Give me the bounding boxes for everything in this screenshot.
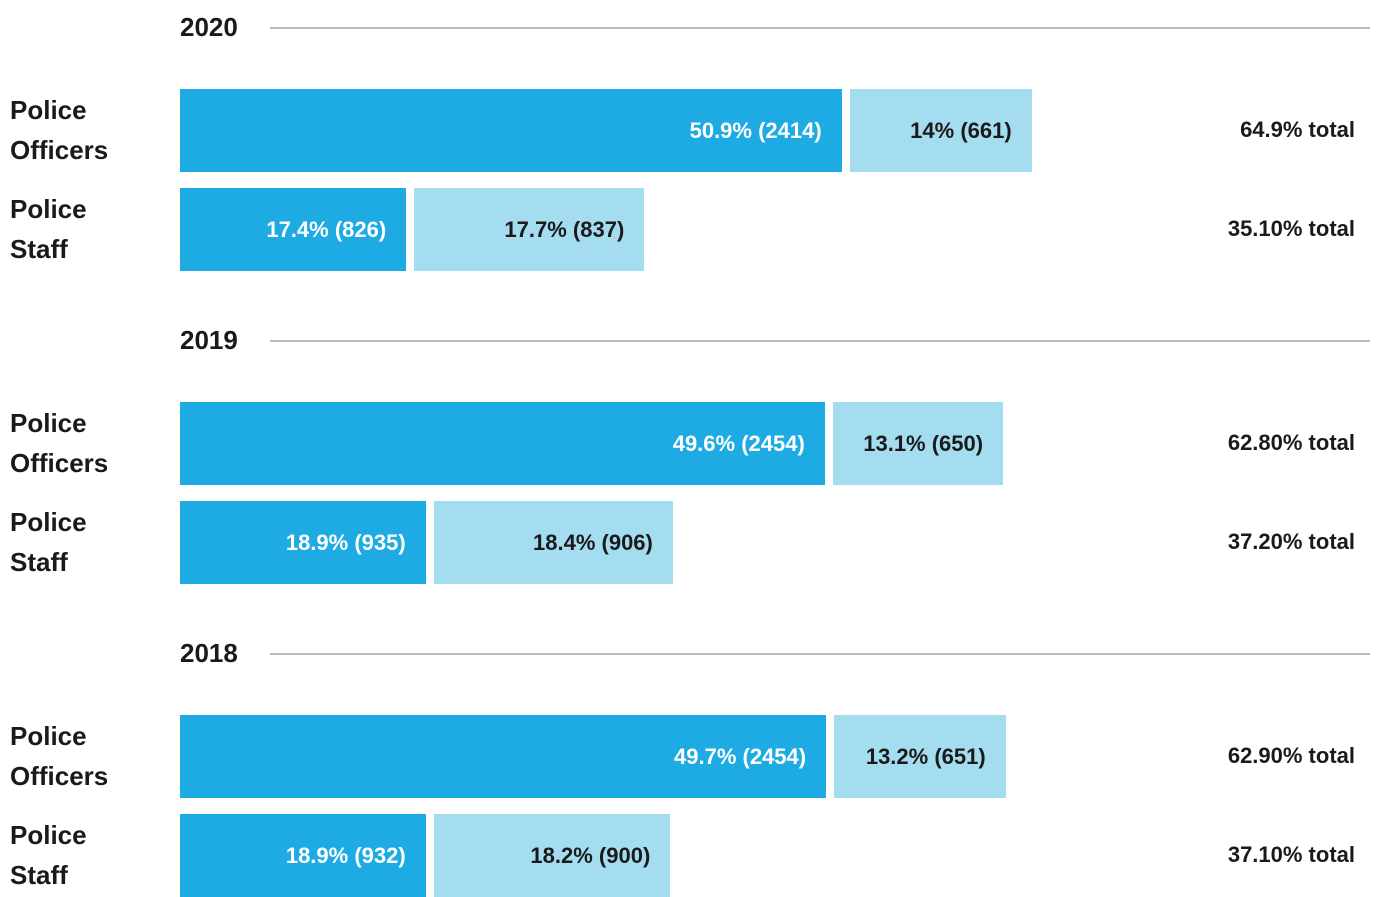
- value-label: 18.9% (935): [285, 529, 406, 555]
- bar-segment: 18.9% (932): [180, 814, 426, 897]
- value-label: 49.7% (2454): [674, 743, 807, 769]
- total-label: 64.9% total: [1240, 117, 1355, 142]
- bar-segment: 14% (661): [849, 89, 1032, 172]
- category-label: Police Officers: [10, 408, 109, 478]
- bar-segment: 18.9% (935): [180, 501, 426, 584]
- value-label: 18.2% (900): [530, 842, 651, 868]
- divider: [270, 653, 1370, 655]
- divider: [270, 27, 1370, 29]
- total-label: 62.90% total: [1227, 743, 1355, 768]
- value-label: 18.9% (932): [285, 842, 406, 868]
- value-label: 14% (661): [910, 117, 1012, 143]
- total-label: 37.20% total: [1227, 529, 1355, 554]
- bar-segment: 50.9% (2414): [180, 89, 842, 172]
- bar-segment: 18.4% (906): [433, 501, 673, 584]
- bar-segment: 49.6% (2454): [180, 402, 825, 485]
- value-label: 13.2% (651): [865, 743, 986, 769]
- category-label: Police Staff: [10, 820, 87, 890]
- value-label: 49.6% (2454): [672, 430, 805, 456]
- divider: [270, 340, 1370, 342]
- value-label: 17.7% (837): [504, 216, 625, 242]
- category-label: Police Officers: [10, 95, 109, 165]
- total-label: 37.10% total: [1227, 842, 1355, 867]
- value-label: 18.4% (906): [533, 529, 653, 555]
- bar-segment: 17.7% (837): [414, 188, 645, 271]
- value-label: 13.1% (650): [863, 430, 984, 456]
- bar-segment: 18.2% (900): [433, 814, 671, 897]
- year-title: 2020: [180, 12, 238, 42]
- value-label: 17.4% (826): [266, 216, 387, 242]
- category-label: Police Staff: [10, 194, 87, 264]
- total-label: 62.80% total: [1227, 430, 1355, 455]
- bar-segment: 13.2% (651): [834, 715, 1006, 798]
- category-label: Police Staff: [10, 507, 87, 577]
- bar-segment: 17.4% (826): [180, 188, 407, 271]
- category-label: Police Officers: [10, 721, 109, 791]
- year-title: 2019: [180, 325, 238, 355]
- total-label: 35.10% total: [1227, 216, 1355, 241]
- bar-segment: 49.7% (2454): [180, 715, 827, 798]
- value-label: 50.9% (2414): [689, 117, 822, 143]
- year-title: 2018: [180, 638, 238, 668]
- bar-segment: 13.1% (650): [832, 402, 1004, 485]
